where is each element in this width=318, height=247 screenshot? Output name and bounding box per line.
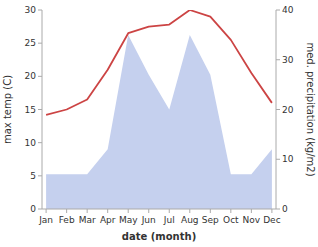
x-tick-label: Apr <box>100 215 116 225</box>
x-tick <box>230 209 231 213</box>
y-tick-label: 15 <box>25 105 36 115</box>
y-tick <box>38 142 42 143</box>
x-tick <box>87 209 88 213</box>
y-tick-label: 20 <box>25 71 37 81</box>
page: {"chart_data": { "type": "line", "xlabel… <box>0 0 318 247</box>
x-tick <box>210 209 211 213</box>
y2-tick-label: 0 <box>282 204 288 214</box>
x-tick-label: Jun <box>141 215 156 225</box>
temperature-line <box>46 10 272 115</box>
y-tick <box>38 109 42 110</box>
y-tick-label: 5 <box>30 171 36 181</box>
x-tick <box>251 209 252 213</box>
y2-axis-label: med. precipitation (kg/m2) <box>305 42 316 176</box>
y2-tick-label: 20 <box>282 105 294 115</box>
plot-area <box>46 10 272 209</box>
x-tick <box>271 209 272 213</box>
x-tick-label: Aug <box>181 215 199 225</box>
y2-tick-label: 40 <box>282 5 294 15</box>
y-tick <box>38 209 42 210</box>
x-tick <box>189 209 190 213</box>
y2-tick <box>276 10 280 11</box>
y2-tick <box>276 209 280 210</box>
y2-tick <box>276 109 280 110</box>
x-tick-label: May <box>119 215 138 225</box>
y-tick-label: 10 <box>25 138 37 148</box>
x-tick <box>46 209 47 213</box>
x-tick-label: Mar <box>79 215 96 225</box>
x-tick-label: Nov <box>243 215 261 225</box>
x-tick-label: Oct <box>223 215 239 225</box>
y-tick <box>38 43 42 44</box>
x-tick-label: Jan <box>38 215 53 225</box>
x-tick-label: Dec <box>263 215 280 225</box>
chart: 0 5 10 15 20 25 30 0 10 20 30 40 Jan Feb Mar AprMayJun J… <box>0 0 318 247</box>
precipitation-area <box>46 35 272 209</box>
x-tick <box>169 209 170 213</box>
y-tick-label: 0 <box>30 204 36 214</box>
x-axis-label: date (month) <box>122 231 196 242</box>
y-tick-label: 25 <box>25 38 36 48</box>
x-tick <box>107 209 108 213</box>
y2-tick <box>276 59 280 60</box>
y2-tick-label: 30 <box>282 55 294 65</box>
x-tick <box>66 209 67 213</box>
chart-container: 0 5 10 15 20 25 30 0 10 20 30 40 Jan Feb Mar AprMayJun J… <box>0 0 318 247</box>
y-tick <box>38 10 42 11</box>
x-tick-label: Jul <box>163 215 175 225</box>
x-tick-label: Feb <box>59 215 75 225</box>
y-tick-label: 30 <box>25 5 37 15</box>
y-tick <box>38 175 42 176</box>
y-tick <box>38 76 42 77</box>
y2-tick-label: 10 <box>282 154 294 164</box>
y-axis-label: max temp (C) <box>2 75 13 144</box>
x-tick <box>128 209 129 213</box>
x-axis-line <box>42 209 276 210</box>
y2-tick <box>276 159 280 160</box>
x-tick <box>148 209 149 213</box>
x-tick-label: Sep <box>202 215 219 225</box>
